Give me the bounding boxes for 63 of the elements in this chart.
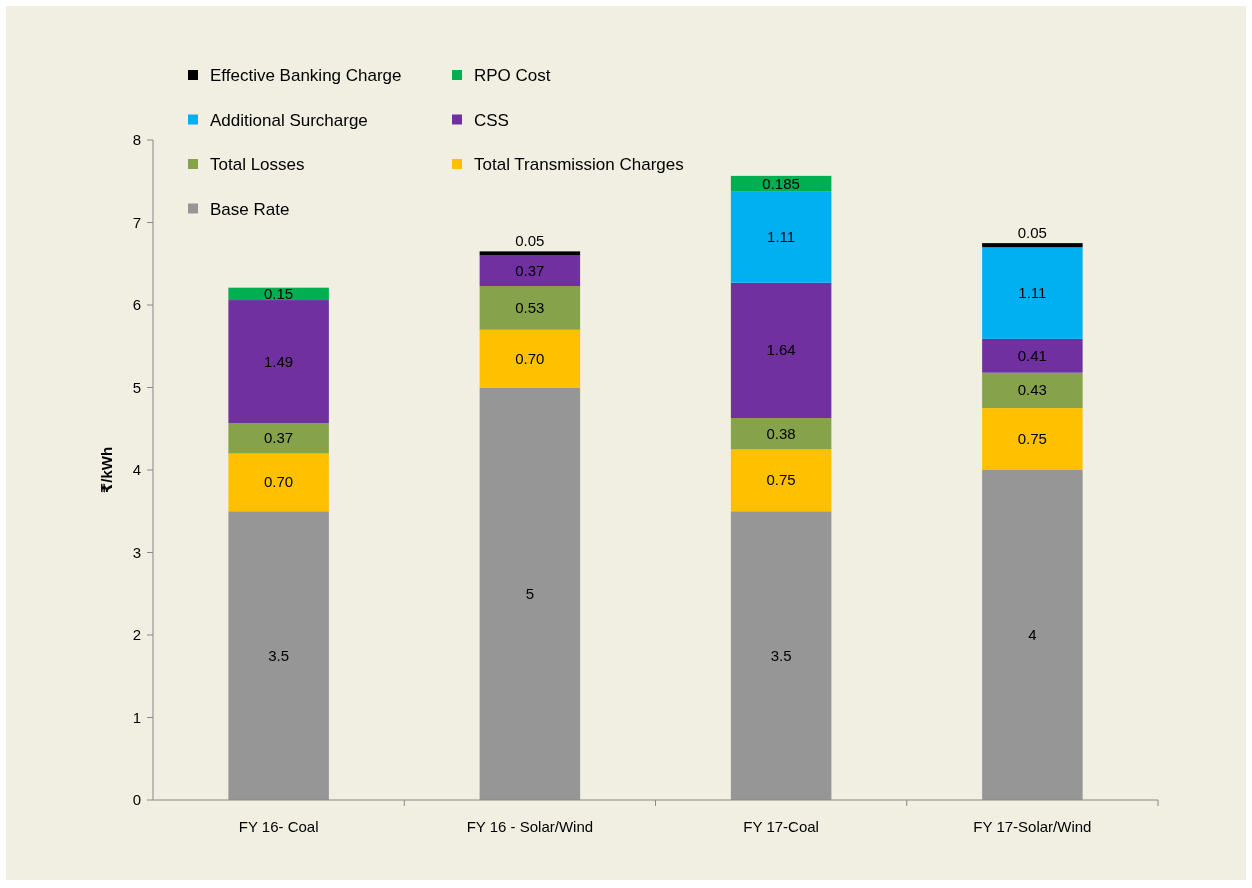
data-label: 1.11 — [1018, 284, 1047, 302]
bar — [479, 329, 581, 388]
y-tick-label: 6 — [132, 296, 141, 313]
x-tick-label: FY 16- Coal — [238, 818, 319, 835]
legend-label: Total Losses — [210, 155, 305, 174]
data-label: 0.15 — [264, 284, 294, 302]
data-label: 1.11 — [767, 227, 796, 245]
data-label: 0.75 — [1017, 430, 1047, 448]
data-label: 0.05 — [515, 232, 545, 250]
legend-label: CSS — [474, 110, 509, 130]
x-tick-label: FY 17-Solar/Wind — [973, 818, 1092, 835]
bar — [982, 243, 1083, 248]
bar — [228, 422, 329, 454]
y-tick-label: 4 — [132, 461, 141, 478]
data-label: 0.53 — [515, 298, 545, 316]
data-label: 0.37 — [515, 261, 545, 279]
data-label: 5 — [525, 584, 535, 602]
bar — [982, 408, 1083, 470]
data-label: 0.05 — [1017, 224, 1047, 242]
data-label: 0.185 — [762, 174, 800, 192]
bar — [730, 191, 832, 283]
data-label: 0.70 — [264, 473, 294, 491]
data-label: 0.75 — [766, 471, 796, 489]
y-axis-title: ₹/kWh — [98, 446, 115, 494]
legend-label: Base Rate — [210, 199, 290, 219]
data-label: 1.64 — [766, 341, 796, 359]
data-label: 0.38 — [766, 424, 796, 442]
y-tick-label: 8 — [132, 131, 141, 148]
bar — [982, 338, 1083, 373]
bar — [228, 511, 329, 800]
data-label: 4 — [1028, 626, 1037, 643]
bar — [228, 300, 329, 423]
bar — [479, 387, 581, 800]
legend-label: Additional Surcharge — [210, 110, 368, 130]
y-tick-label: 3 — [132, 543, 141, 561]
bar — [730, 418, 832, 450]
x-tick-label: FY 16 - Solar/Wind — [466, 818, 594, 835]
y-tick-label: 2 — [132, 626, 141, 643]
legend-label: RPO Cost — [474, 66, 551, 85]
bar — [730, 449, 832, 512]
data-label: 3.5 — [770, 646, 792, 664]
legend-label: Effective Banking Charge — [210, 66, 402, 85]
data-label: 3.5 — [268, 646, 290, 664]
bar — [479, 255, 581, 287]
bar — [479, 251, 581, 256]
bar — [982, 372, 1083, 409]
y-tick-label: 5 — [132, 378, 141, 396]
bar — [982, 470, 1083, 800]
data-label: 0.70 — [515, 349, 545, 367]
data-label: 0.41 — [1017, 346, 1047, 364]
bar — [730, 511, 832, 800]
y-tick-label: 7 — [132, 213, 141, 231]
bar — [730, 282, 832, 419]
data-label: 1.49 — [264, 352, 294, 370]
y-tick-label: 0 — [132, 791, 141, 808]
bar — [982, 247, 1083, 339]
data-label: 0.43 — [1017, 381, 1047, 399]
x-tick-label: FY 17-Coal — [743, 818, 819, 835]
data-label: 0.37 — [264, 429, 294, 447]
bar — [479, 286, 581, 330]
legend-label: Total Transmission Charges — [474, 155, 684, 174]
bar — [228, 453, 329, 512]
y-tick-label: 1 — [132, 708, 141, 726]
